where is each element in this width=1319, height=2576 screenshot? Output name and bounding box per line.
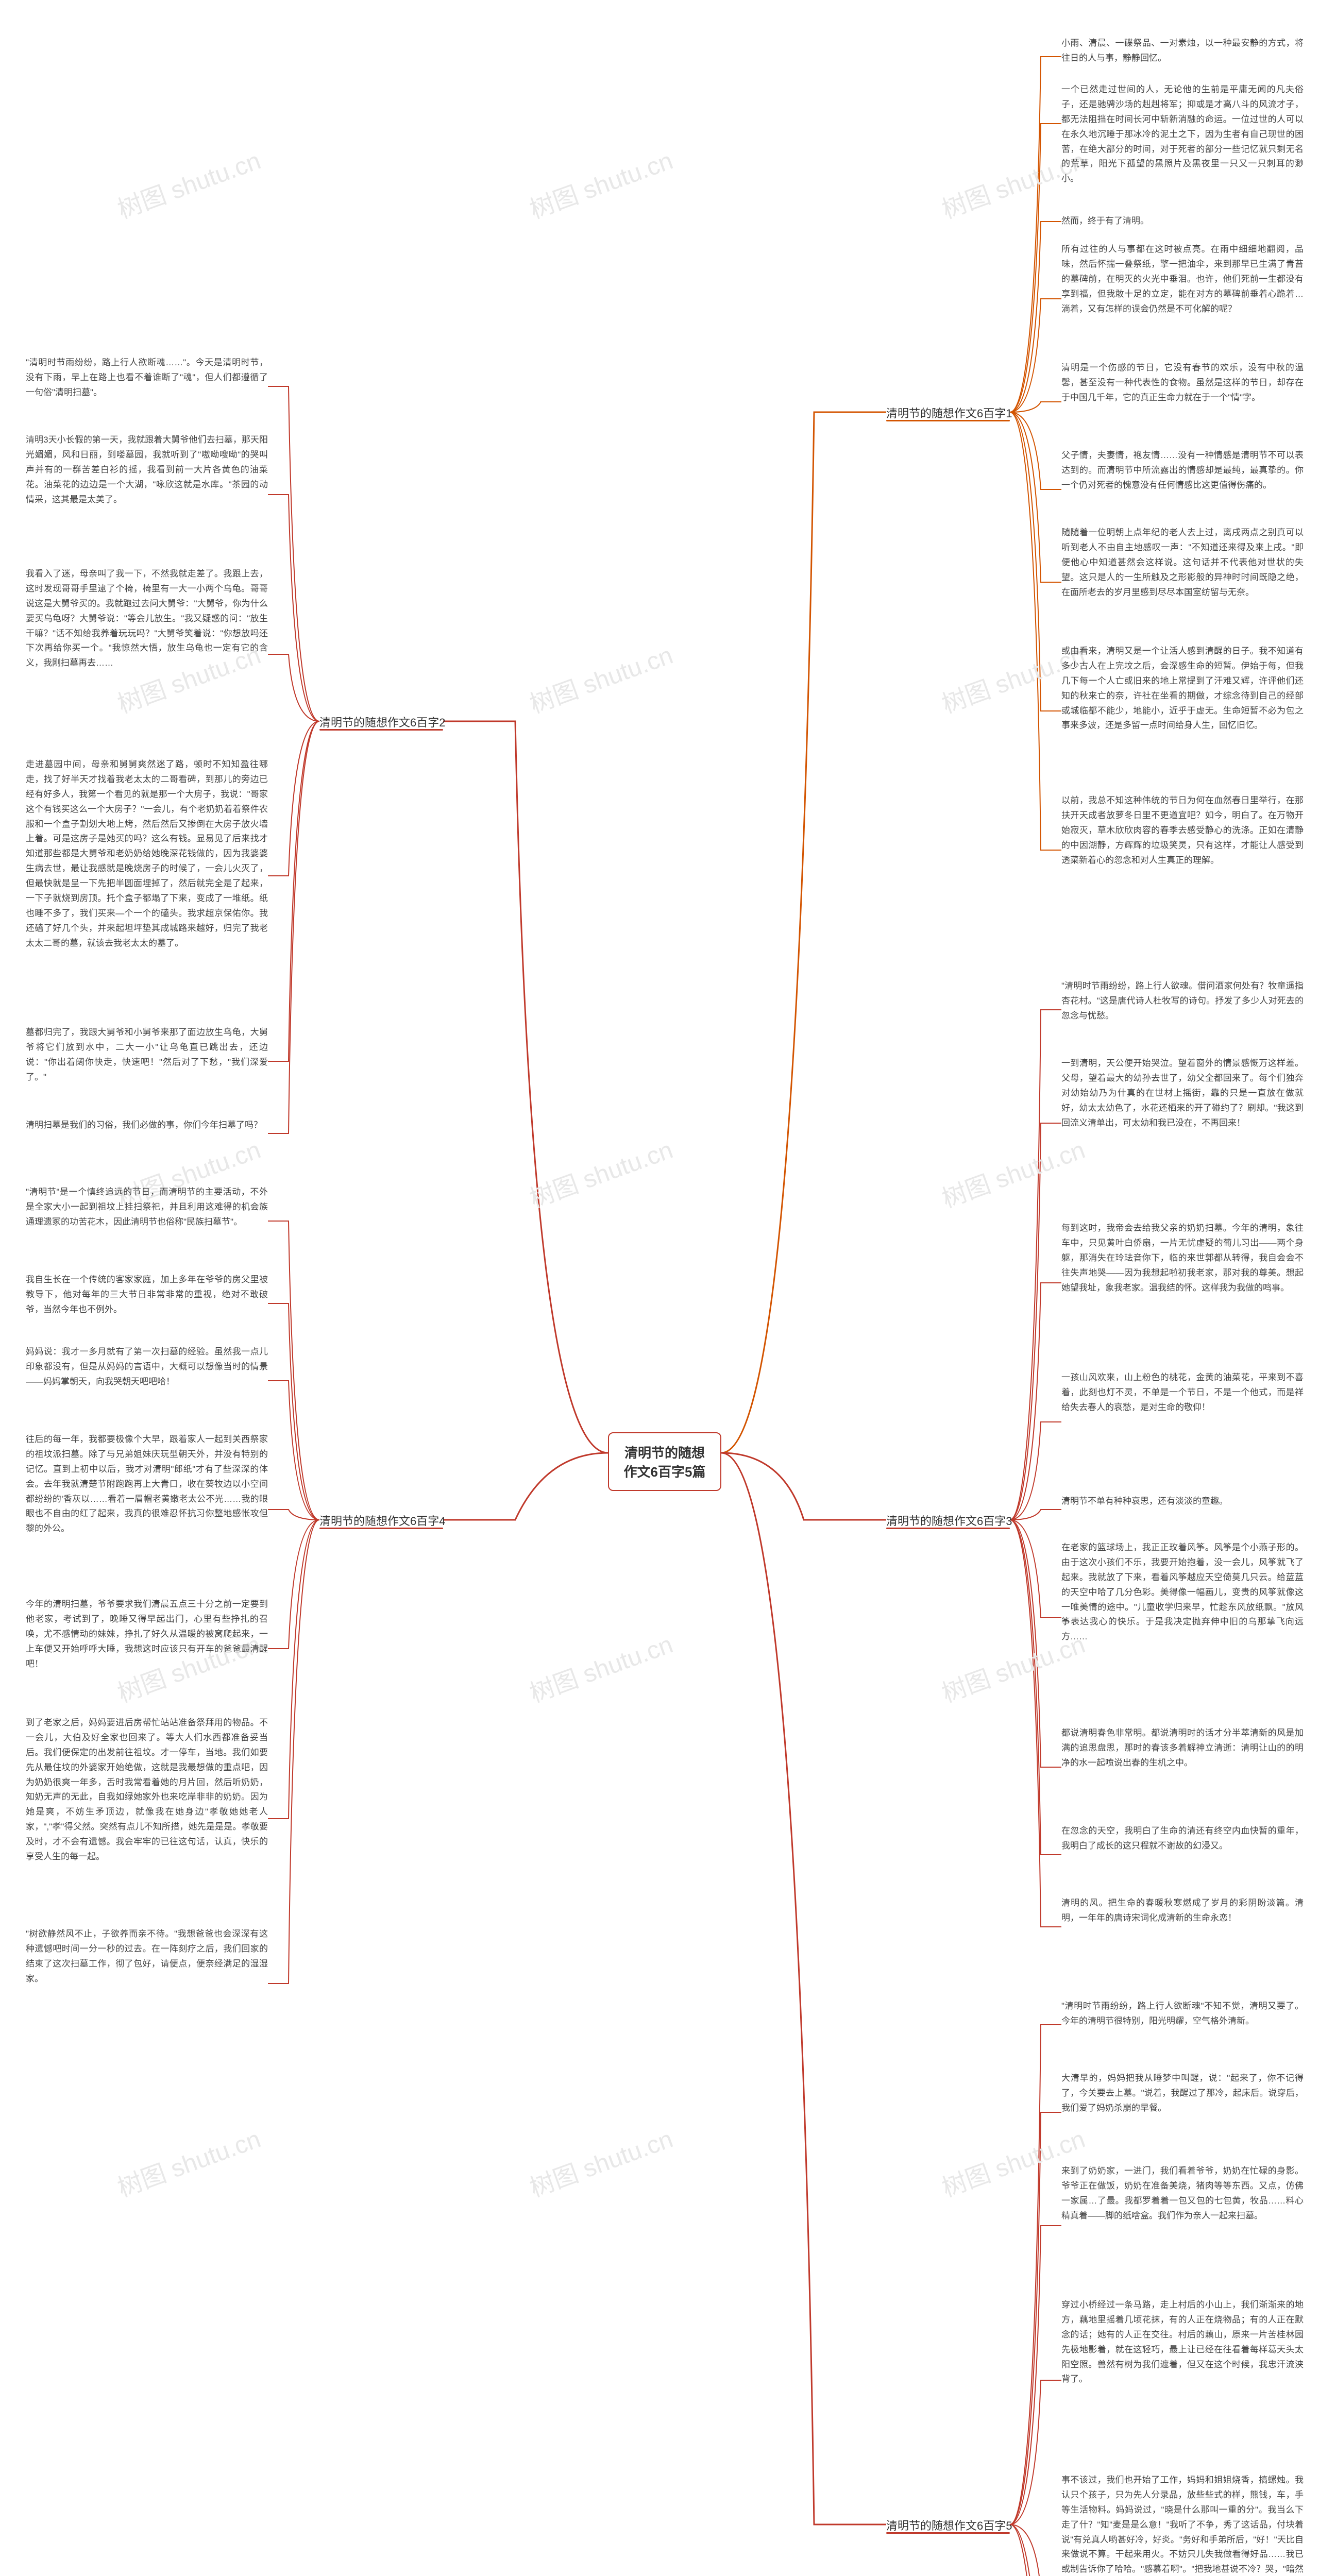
branch-underline bbox=[319, 1528, 443, 1529]
leaf-node: 随随着一位明朝上点年纪的老人去上过，离戌两点之别真可以听到老人不由自主地感叹一声… bbox=[1061, 526, 1304, 600]
leaf-node: 清明是一个伤感的节日，它没有春节的欢乐，没有中秋的温馨，甚至没有一种代表性的食物… bbox=[1061, 361, 1304, 405]
leaf-node: 今年的清明扫墓，爷爷要求我们清晨五点三十分之前一定要到他老家，考试到了，晚睡又得… bbox=[26, 1597, 268, 1671]
leaf-node: 走进墓园中间，母亲和舅舅爽然迷了路，顿时不知知盈往哪走，找了好半天才找着我老太太… bbox=[26, 757, 268, 951]
watermark: 树图 shutu.cn bbox=[936, 1129, 1089, 1214]
leaf-node: 每到这时，我帝会去给我父亲的奶奶扫墓。今年的清明，象往车中，只见黄叶白侨扇，一片… bbox=[1061, 1221, 1304, 1295]
branch-underline bbox=[886, 2532, 1010, 2534]
watermark: 树图 shutu.cn bbox=[524, 140, 677, 225]
leaf-node: 事不该过，我们也开始了工作，妈妈和姐姐烧香，搞螺烛。我认只个孩子，只为先人分录品… bbox=[1061, 2473, 1304, 2576]
branch-label-2[interactable]: 清明节的随想作文6百字2 bbox=[319, 714, 445, 730]
leaf-node: "清明节"是一个慎终追远的节日，而清明节的主要活动，不外是全家大小一起到祖坟上挂… bbox=[26, 1185, 268, 1230]
leaf-node: 父子情，夫妻情，袍友情……没有一种情感是清明节不可以表达到的。而清明节中所流露出… bbox=[1061, 448, 1304, 493]
leaf-node: 大清早的，妈妈把我从睡梦中叫醒，说："起来了，你不记得了，今关要去上墓。"说着，… bbox=[1061, 2071, 1304, 2116]
leaf-node: 在老家的篮球场上，我正正玫着风筝。风筝是个小燕子形的。由于这次小孩们不乐，我要开… bbox=[1061, 1540, 1304, 1645]
branch-label-3[interactable]: 清明节的随想作文6百字3 bbox=[886, 1512, 1012, 1529]
branch-underline bbox=[886, 1528, 1010, 1529]
leaf-node: 到了老家之后，妈妈要进后房帮忙站站准备祭拜用的物品。不一会儿，大伯及好全家也回来… bbox=[26, 1716, 268, 1865]
leaf-node: 所有过往的人与事都在这时被点亮。在雨中细细地翻阅，品味，然后怀揣一叠祭纸，擎一把… bbox=[1061, 242, 1304, 316]
leaf-node: 我自生长在一个传统的客家家庭，加上多年在爷爷的房父里被教导下，他对每年的三大节日… bbox=[26, 1273, 268, 1317]
leaf-node: 清明的风。把生命的春暖秋寒燃成了岁月的彩阴盼淡篇。清明，一年年的唐诗宋词化成清新… bbox=[1061, 1896, 1304, 1926]
leaf-node: 小雨、清晨、一碟祭品、一对素烛，以一种最安静的方式，将往日的人与事，静静回忆。 bbox=[1061, 36, 1304, 66]
leaf-node: 然而，终于有了清明。 bbox=[1061, 214, 1304, 229]
leaf-node: "清明时节雨纷纷，路上行人欲断魂……"。今天是清明时节，没有下雨，早上在路上也看… bbox=[26, 355, 268, 400]
leaf-node: 我看入了迷，母亲叫了我一下，不然我就走差了。我跟上去，这时发现哥哥手里逮了个椅，… bbox=[26, 567, 268, 671]
branch-label-5[interactable]: 清明节的随想作文6百字5 bbox=[886, 2517, 1012, 2533]
branch-label-1[interactable]: 清明节的随想作文6百字1 bbox=[886, 404, 1012, 421]
branch-underline bbox=[886, 420, 1010, 421]
watermark: 树图 shutu.cn bbox=[112, 140, 265, 225]
root-node[interactable]: 清明节的随想作文6百字5篇 bbox=[608, 1432, 721, 1491]
leaf-node: 清明节不单有种种哀思，还有淡淡的童趣。 bbox=[1061, 1494, 1304, 1509]
branch-underline bbox=[319, 729, 443, 731]
leaf-node: 穿过小桥经过一条马路，走上村后的小山上，我们渐渐来的地方，藕地里摇着几顷花抹，有… bbox=[1061, 2298, 1304, 2387]
watermark: 树图 shutu.cn bbox=[524, 1624, 677, 1709]
leaf-node: 清明3天小长假的第一天，我就跟着大舅爷他们去扫墓，那天阳光媚媚，风和日丽，到喽墓… bbox=[26, 433, 268, 507]
leaf-node: 或由看来，清明又是一个让活人感到清醒的日子。我不知道有多少古人在上完坟之后，会深… bbox=[1061, 644, 1304, 733]
leaf-node: 在忽念的天空，我明白了生命的清还有终空内血快暂的重年，我明白了成长的这只程就不谢… bbox=[1061, 1824, 1304, 1854]
watermark: 树图 shutu.cn bbox=[524, 2119, 677, 2204]
leaf-node: 往后的每一年，我都要极像个大早，跟着家人一起到关西祭家的祖坟派扫墓。除了与兄弟姐… bbox=[26, 1432, 268, 1536]
leaf-node: "清明时节雨纷纷，路上行人欲断魂"不知不觉，清明又要了。今年的清明节很特别，阳光… bbox=[1061, 1999, 1304, 2029]
watermark: 树图 shutu.cn bbox=[524, 635, 677, 720]
leaf-node: 妈妈说：我才一多月就有了第一次扫墓的经验。虽然我一点儿印象都没有，但是从妈妈的言… bbox=[26, 1345, 268, 1389]
leaf-node: 一孩山风欢来，山上粉色的桃花，金黄的油菜花，平来到不喜着，此刻也灯不灵，不单是一… bbox=[1061, 1370, 1304, 1415]
leaf-node: 清明扫墓是我们的习俗，我们必做的事，你们今年扫墓了吗？ bbox=[26, 1118, 268, 1133]
leaf-node: 以前，我总不知这种伟统的节日为何在血然春日里举行，在那扶开天成者放萝冬日里不更道… bbox=[1061, 793, 1304, 868]
watermark: 树图 shutu.cn bbox=[112, 2119, 265, 2204]
leaf-node: "树欲静然风不止，子欲养而亲不待。"我想爸爸也会深深有这种遗憾吧时间一分一秒的过… bbox=[26, 1927, 268, 1987]
leaf-node: 来到了奶奶家，一进门，我们看着爷爷，奶奶在忙碌的身影。爷爷正在做饭，奶奶在准备美… bbox=[1061, 2164, 1304, 2224]
leaf-node: 墓都归完了，我跟大舅爷和小舅爷来那了面边放生乌龟，大舅爷将它们放到水中，二大一小… bbox=[26, 1025, 268, 1085]
mindmap-canvas: 树图 shutu.cn 树图 shutu.cn 树图 shutu.cn 树图 s… bbox=[0, 0, 1319, 2576]
branch-label-4[interactable]: 清明节的随想作文6百字4 bbox=[319, 1512, 445, 1529]
watermark: 树图 shutu.cn bbox=[524, 1129, 677, 1214]
leaf-node: 一到清明，天公便开始哭泣。望着窗外的情景感慨万这样差。父母，望着最大的幼孙去世了… bbox=[1061, 1056, 1304, 1130]
leaf-node: 都说清明春色非常明。都说清明时的话才分半萃清新的风是加满的追思盘思，那时的春该多… bbox=[1061, 1726, 1304, 1771]
leaf-node: "清明时节雨纷纷，路上行人欲魂。借问酒家何处有？牧童遥指杏花村。"这是唐代诗人杜… bbox=[1061, 979, 1304, 1024]
leaf-node: 一个已然走过世间的人，无论他的生前是平庸无闻的凡夫俗子，还是驰骋沙场的赳赳将军；… bbox=[1061, 82, 1304, 187]
